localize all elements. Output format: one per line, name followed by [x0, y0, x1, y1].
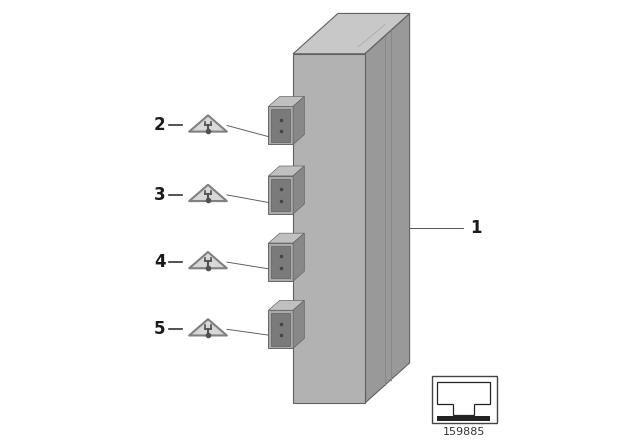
Polygon shape [269, 107, 293, 144]
Polygon shape [269, 300, 305, 310]
Text: 3: 3 [154, 186, 165, 204]
Polygon shape [189, 319, 227, 336]
Polygon shape [293, 300, 305, 349]
Polygon shape [189, 115, 227, 132]
Polygon shape [365, 13, 410, 403]
Polygon shape [269, 233, 305, 243]
Bar [432, 376, 497, 423]
Polygon shape [293, 54, 365, 403]
Polygon shape [269, 310, 293, 349]
Polygon shape [293, 166, 305, 214]
Polygon shape [269, 97, 305, 107]
Text: 2: 2 [154, 116, 165, 134]
Polygon shape [293, 233, 305, 281]
Polygon shape [293, 13, 410, 54]
Polygon shape [271, 179, 291, 211]
Text: 159885: 159885 [444, 427, 486, 437]
Text: 1: 1 [470, 220, 481, 237]
Polygon shape [271, 246, 291, 278]
Polygon shape [269, 176, 293, 214]
Polygon shape [271, 109, 291, 142]
Polygon shape [189, 185, 227, 201]
Text: 5: 5 [154, 320, 165, 338]
Text: 4: 4 [154, 253, 165, 271]
Bar [437, 416, 490, 421]
Polygon shape [271, 313, 291, 346]
Polygon shape [293, 97, 305, 144]
Polygon shape [269, 166, 305, 176]
Polygon shape [269, 243, 293, 281]
Polygon shape [189, 252, 227, 268]
